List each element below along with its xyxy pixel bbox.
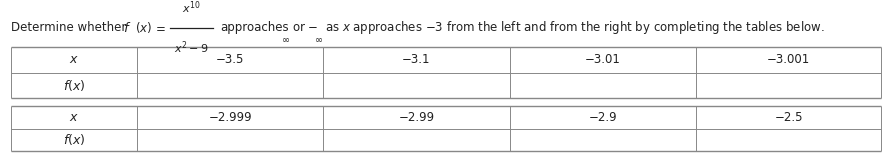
Text: $\mathit{f}$$(x)$: $\mathit{f}$$(x)$ xyxy=(62,78,85,93)
Text: or $-$: or $-$ xyxy=(292,21,318,34)
Text: −3.1: −3.1 xyxy=(402,53,431,66)
Text: $\mathit{f}$: $\mathit{f}$ xyxy=(123,21,131,35)
Text: Determine whether: Determine whether xyxy=(11,21,130,34)
Text: $x^{10}$: $x^{10}$ xyxy=(183,0,201,16)
Text: −2.99: −2.99 xyxy=(399,111,434,124)
Text: $x^{2}-9$: $x^{2}-9$ xyxy=(175,40,209,56)
Text: $\infty$: $\infty$ xyxy=(314,34,323,44)
Text: −2.9: −2.9 xyxy=(589,111,617,124)
Text: $=$: $=$ xyxy=(153,21,166,34)
Text: as $x$ approaches $-3$ from the left and from the right by completing the tables: as $x$ approaches $-3$ from the left and… xyxy=(325,19,824,36)
Text: $\mathit{x}$: $\mathit{x}$ xyxy=(69,53,78,66)
Text: $\infty$: $\infty$ xyxy=(281,34,290,44)
Text: $\mathit{x}$: $\mathit{x}$ xyxy=(69,111,78,124)
Text: −3.5: −3.5 xyxy=(216,53,244,66)
Text: −2.999: −2.999 xyxy=(208,111,252,124)
Text: −3.001: −3.001 xyxy=(767,53,810,66)
Text: −3.01: −3.01 xyxy=(585,53,621,66)
Text: approaches: approaches xyxy=(220,21,289,34)
Text: $\mathit{f}$$(x)$: $\mathit{f}$$(x)$ xyxy=(62,132,85,147)
Text: −2.5: −2.5 xyxy=(774,111,803,124)
Text: $(x)$: $(x)$ xyxy=(135,20,152,35)
